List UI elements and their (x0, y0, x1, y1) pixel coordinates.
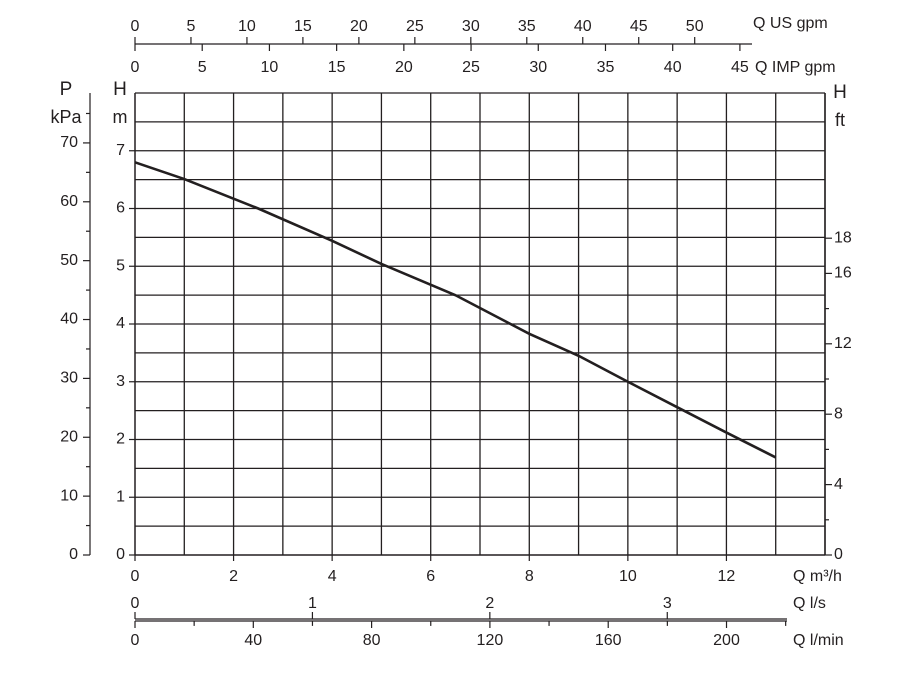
y-tick-label: 0 (116, 546, 125, 563)
y-tick-label: 3 (116, 373, 125, 390)
x-tick-label: 0 (131, 568, 140, 585)
right-tick-label: 18 (834, 229, 852, 246)
left-axis-unit: kPa (50, 107, 82, 127)
left-tick-label: 60 (60, 193, 78, 210)
bottom-tick-label: 200 (713, 632, 740, 649)
bottom-axis-label: Q l/min (793, 632, 844, 649)
top-tick-label: 45 (731, 59, 749, 76)
top-tick-label: 10 (261, 59, 279, 76)
top-tick-label: 45 (630, 18, 648, 35)
bottom-tick-label: 160 (595, 632, 622, 649)
top-tick-label: 30 (462, 18, 480, 35)
right-tick-label: 16 (834, 265, 852, 282)
y-axis-unit: m (113, 107, 128, 127)
left-tick-label: 50 (60, 252, 78, 269)
right-axis-label: H (833, 82, 847, 103)
top-tick-label: 50 (686, 18, 704, 35)
y-tick-label: 2 (116, 431, 125, 448)
left-tick-label: 20 (60, 428, 78, 445)
bottom-tick-label: 0 (131, 595, 140, 612)
bottom-tick-label: 2 (485, 595, 494, 612)
top-tick-label: 0 (131, 59, 140, 76)
y-tick-label: 7 (116, 142, 125, 159)
x-tick-label: 4 (328, 568, 337, 585)
top-tick-label: 15 (328, 59, 346, 76)
top-tick-label: 40 (574, 18, 592, 35)
left-axis-label: P (60, 79, 73, 100)
bottom-tick-label: 1 (308, 595, 317, 612)
y-tick-label: 1 (116, 488, 125, 505)
top-tick-label: 20 (350, 18, 368, 35)
x-tick-label: 6 (426, 568, 435, 585)
top-tick-label: 25 (462, 59, 480, 76)
x-tick-label: 8 (525, 568, 534, 585)
top-tick-label: 5 (198, 59, 207, 76)
left-tick-label: 40 (60, 311, 78, 328)
top-tick-label: 35 (518, 18, 536, 35)
bottom-axis-label: Q l/s (793, 595, 826, 612)
left-tick-label: 30 (60, 370, 78, 387)
top-tick-label: 15 (294, 18, 312, 35)
right-axis-unit: ft (835, 110, 845, 130)
x-tick-label: 12 (718, 568, 736, 585)
top-tick-label: 30 (529, 59, 547, 76)
left-tick-label: 70 (60, 134, 78, 151)
left-tick-label: 0 (69, 546, 78, 563)
x-axis-label: Q m³/h (793, 568, 842, 585)
left-tick-label: 10 (60, 487, 78, 504)
top-tick-label: 40 (664, 59, 682, 76)
x-tick-label: 10 (619, 568, 637, 585)
y-tick-label: 6 (116, 200, 125, 217)
bottom-tick-label: 120 (477, 632, 504, 649)
right-tick-label: 4 (834, 476, 843, 493)
y-tick-label: 4 (116, 315, 125, 332)
top-tick-label: 5 (187, 18, 196, 35)
pump-curve (134, 161, 777, 459)
top-tick-label: 0 (131, 18, 140, 35)
bottom-tick-label: 3 (663, 595, 672, 612)
top-tick-label: 10 (238, 18, 256, 35)
y-tick-label: 5 (116, 257, 125, 274)
right-tick-label: 0 (834, 546, 843, 563)
bottom-tick-label: 0 (131, 632, 140, 649)
x-tick-label: 2 (229, 568, 238, 585)
y-axis-label: H (113, 79, 127, 100)
top-tick-label: 35 (597, 59, 615, 76)
top-tick-label: 25 (406, 18, 424, 35)
right-tick-label: 12 (834, 335, 852, 352)
bottom-tick-label: 80 (363, 632, 381, 649)
top-tick-label: 20 (395, 59, 413, 76)
top-axis-label: Q IMP gpm (755, 59, 836, 76)
right-tick-label: 8 (834, 405, 843, 422)
bottom-tick-label: 40 (244, 632, 262, 649)
top-axis-label: Q US gpm (753, 15, 828, 32)
